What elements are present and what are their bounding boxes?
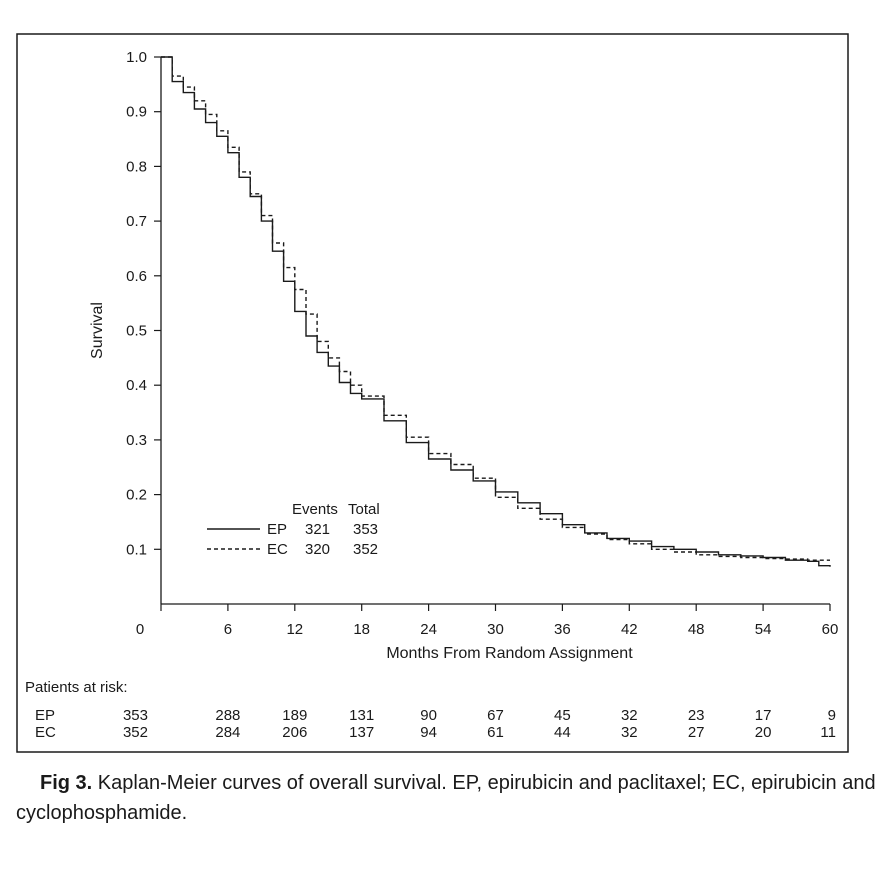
risk-value: 353 <box>123 707 148 724</box>
risk-value: 67 <box>487 707 504 724</box>
x-tick-label: 6 <box>224 621 232 638</box>
risk-row-name: EP <box>35 707 55 724</box>
legend-header-total: Total <box>348 501 380 518</box>
risk-table-title: Patients at risk: <box>25 679 128 696</box>
risk-value: 90 <box>420 707 437 724</box>
y-tick-label: 0.6 <box>126 268 147 285</box>
risk-table: Patients at risk: EP 353 288 189 131 90 67 45 32 2… <box>25 679 836 741</box>
legend-header-events: Events <box>292 501 338 518</box>
risk-value: 94 <box>420 724 437 741</box>
risk-value: 189 <box>282 707 307 724</box>
risk-value: 23 <box>688 707 705 724</box>
risk-value: 11 <box>820 724 836 741</box>
y-tick-label: 0.4 <box>126 377 147 394</box>
risk-value: 17 <box>755 707 772 724</box>
risk-value: 20 <box>755 724 772 741</box>
caption-label: Fig 3. <box>40 772 93 794</box>
survival-curve-ec <box>161 56 830 561</box>
risk-value: 9 <box>828 707 836 724</box>
figure-frame <box>16 33 849 753</box>
x-tick-label: 24 <box>420 621 437 638</box>
legend-events-value: 321 <box>305 521 330 538</box>
figure-caption: Fig 3. Kaplan-Meier curves of overall su… <box>16 768 878 828</box>
x-tick-label: 54 <box>755 621 772 638</box>
x-tick-label: 48 <box>688 621 705 638</box>
y-tick-label: 0.9 <box>126 104 147 121</box>
x-tick-label: 0 <box>136 621 144 638</box>
y-tick-label: 0.8 <box>126 158 147 175</box>
survival-curve-ep <box>161 56 831 567</box>
risk-value: 27 <box>688 724 705 741</box>
legend-total-value: 352 <box>353 541 378 558</box>
y-axis-title: Survival <box>89 302 106 359</box>
figure-panel: 1.0 0.9 0.8 0.7 0.6 0.5 0.4 0.3 0.2 0.1 0 6 12 18 24 30… <box>16 33 849 753</box>
risk-value: 206 <box>282 724 307 741</box>
x-tick-label: 18 <box>353 621 370 638</box>
x-axis-title: Months From Random Assignment <box>386 645 633 662</box>
legend-events-value: 320 <box>305 541 330 558</box>
risk-row-name: EC <box>35 724 56 741</box>
risk-value: 288 <box>215 707 240 724</box>
y-tick-label: 0.7 <box>126 213 147 230</box>
risk-value: 44 <box>554 724 571 741</box>
x-tick-label: 12 <box>286 621 303 638</box>
x-tick-label: 42 <box>621 621 638 638</box>
y-tick-label: 0.5 <box>126 323 147 340</box>
y-tick-label: 0.3 <box>126 432 147 449</box>
x-tick-label: 30 <box>487 621 504 638</box>
legend-name: EC <box>267 541 288 558</box>
risk-value: 352 <box>123 724 148 741</box>
x-tick-label: 36 <box>554 621 571 638</box>
x-tick-label: 60 <box>822 621 839 638</box>
risk-value: 32 <box>621 724 638 741</box>
risk-value: 61 <box>487 724 504 741</box>
risk-value: 45 <box>554 707 571 724</box>
risk-value: 32 <box>621 707 638 724</box>
risk-value: 137 <box>349 724 374 741</box>
risk-value: 284 <box>215 724 240 741</box>
risk-value: 131 <box>349 707 374 724</box>
y-tick-label: 0.1 <box>126 541 147 558</box>
caption-text: Kaplan-Meier curves of overall survival.… <box>16 772 876 824</box>
y-tick-label: 1.0 <box>126 49 147 66</box>
legend-name: EP <box>267 521 287 538</box>
legend-total-value: 353 <box>353 521 378 538</box>
y-tick-label: 0.2 <box>126 487 147 504</box>
chart-area: 1.0 0.9 0.8 0.7 0.6 0.5 0.4 0.3 0.2 0.1 0 6 12 18 24 30… <box>89 49 838 662</box>
